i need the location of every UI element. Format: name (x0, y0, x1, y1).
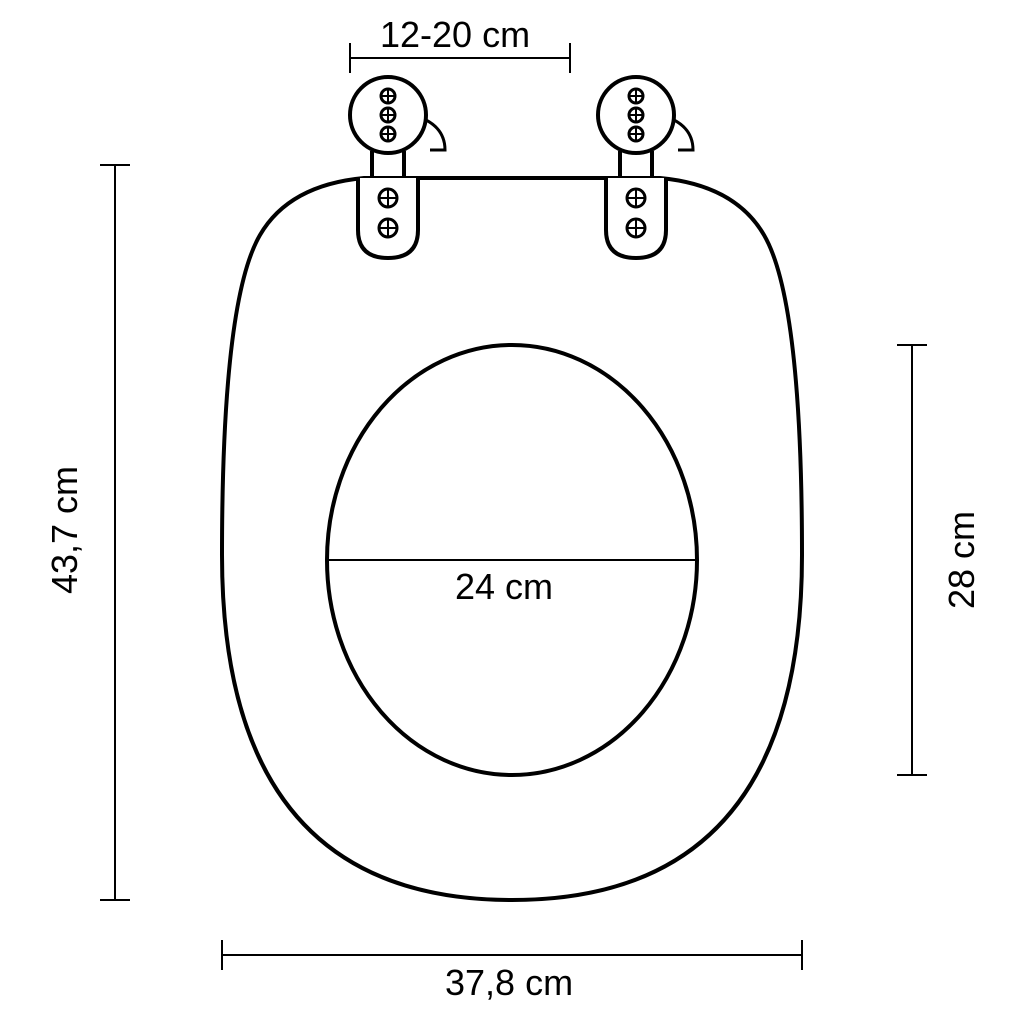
label-inner-height: 28 cm (941, 511, 983, 609)
dim-outer-height (100, 165, 130, 900)
dim-inner-height (897, 345, 927, 775)
hinge-left (350, 77, 445, 258)
dimension-diagram: 12-20 cm 43,7 cm 28 cm 24 cm 37,8 cm (0, 0, 1024, 1024)
drawing-svg (0, 0, 1024, 1024)
hinge-right (598, 77, 693, 258)
label-inner-width: 24 cm (455, 566, 553, 608)
label-outer-height: 43,7 cm (44, 466, 86, 594)
label-hinge-spacing: 12-20 cm (380, 14, 530, 56)
label-outer-width: 37,8 cm (445, 962, 573, 1004)
seat-outer-outline (222, 178, 802, 900)
